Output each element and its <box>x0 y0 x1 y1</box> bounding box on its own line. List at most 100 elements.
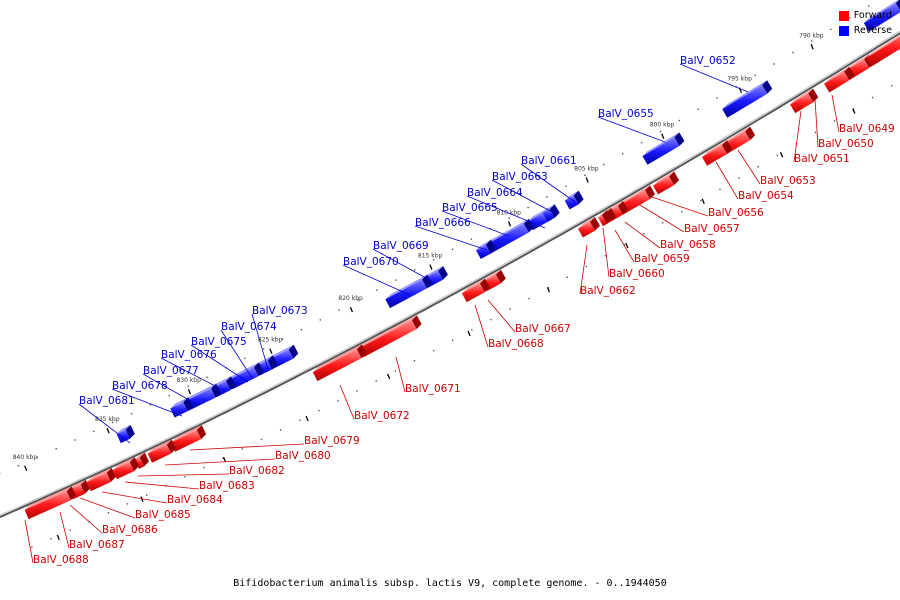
gene-BalV_0670[interactable] <box>385 274 432 309</box>
gene-BalV_0684[interactable] <box>86 467 116 492</box>
gene-label-BalV_0657[interactable]: BalV_0657 <box>639 204 740 235</box>
gene-label-BalV_0676[interactable]: BalV_0676 <box>160 349 226 392</box>
gene-label-BalV_0662[interactable]: BalV_0662 <box>579 244 636 297</box>
svg-text:BalV_0665: BalV_0665 <box>442 202 498 214</box>
gene-BalV_0672[interactable] <box>312 344 367 382</box>
gene-label-BalV_0659[interactable]: BalV_0659 <box>614 229 690 265</box>
gene-label-BalV_0665[interactable]: BalV_0665 <box>441 202 510 237</box>
gene-label-BalV_0680[interactable]: BalV_0680 <box>164 450 331 466</box>
gene-label-BalV_0679[interactable]: BalV_0679 <box>189 435 360 451</box>
gene-BalV_0688[interactable] <box>24 486 76 520</box>
genome-caption: Bifidobacterium animalis subsp. lactis V… <box>233 578 667 589</box>
gene-label-BalV_0654[interactable]: BalV_0654 <box>715 161 794 202</box>
gene-label-BalV_0681[interactable]: BalV_0681 <box>78 395 135 444</box>
gene-BalV_0679[interactable] <box>170 425 207 452</box>
minor-tick <box>471 329 473 331</box>
gene-BalV_0680[interactable] <box>147 439 177 463</box>
minor-tick <box>773 63 775 65</box>
gene-BalV_0652[interactable] <box>722 80 773 118</box>
gene-BalV_0655[interactable] <box>642 132 685 165</box>
svg-text:BalV_0656: BalV_0656 <box>708 207 764 219</box>
gene-BalV_0683[interactable] <box>112 457 139 480</box>
gene-BalV_0650[interactable] <box>824 66 855 93</box>
major-tick <box>305 415 309 422</box>
forward-swatch <box>838 10 849 21</box>
tick-label: 825 kbp <box>258 337 283 344</box>
gene-label-BalV_0682[interactable]: BalV_0682 <box>137 465 285 477</box>
minor-tick <box>891 85 893 87</box>
minor-tick <box>74 439 76 441</box>
gene-BalV_0651[interactable] <box>790 88 819 114</box>
gene-label-BalV_0670[interactable]: BalV_0670 <box>342 256 411 296</box>
gene-label-BalV_0674[interactable]: BalV_0674 <box>220 321 277 379</box>
gene-label-BalV_0655[interactable]: BalV_0655 <box>597 108 666 143</box>
gene-label-BalV_0653[interactable]: BalV_0653 <box>737 149 816 187</box>
minor-tick <box>849 17 851 19</box>
gene-label-BalV_0677[interactable]: BalV_0677 <box>142 365 199 406</box>
gene-label-BalV_0671[interactable]: BalV_0671 <box>395 356 461 395</box>
gene-label-BalV_0658[interactable]: BalV_0658 <box>624 221 716 251</box>
gene-label-BalV_0664[interactable]: BalV_0664 <box>466 187 546 229</box>
gene-BalV_0661[interactable] <box>564 190 584 210</box>
gene-BalV_0671[interactable] <box>358 315 422 358</box>
svg-text:BalV_0673: BalV_0673 <box>252 305 308 317</box>
svg-text:BalV_0670: BalV_0670 <box>343 256 399 268</box>
gene-label-BalV_0687[interactable]: BalV_0687 <box>59 511 125 551</box>
tick-label: 800 kbp <box>650 122 675 129</box>
gene-BalV_0654[interactable] <box>702 140 733 166</box>
major-tick <box>701 198 705 204</box>
gene-BalV_0656[interactable] <box>653 171 680 195</box>
gene-BalV_0664[interactable] <box>542 204 560 222</box>
gene-label-BalV_0668[interactable]: BalV_0668 <box>474 304 544 350</box>
minor-tick <box>833 120 836 122</box>
minor-tick <box>319 319 321 321</box>
svg-text:BalV_0660: BalV_0660 <box>609 268 665 280</box>
gene-edge-reverse[interactable] <box>863 0 900 32</box>
legend-item-forward: Forward <box>838 8 892 23</box>
minor-tick <box>395 279 397 281</box>
svg-text:BalV_0676: BalV_0676 <box>161 349 217 361</box>
gene-label-BalV_0651[interactable]: BalV_0651 <box>793 110 850 165</box>
minor-tick <box>451 248 454 251</box>
gene-BalV_0668[interactable] <box>461 278 490 303</box>
gene-BalV_0678[interactable] <box>170 397 193 418</box>
gene-BalV_0660[interactable] <box>597 210 612 227</box>
gene-label-BalV_0667[interactable]: BalV_0667 <box>487 299 571 335</box>
minor-tick <box>36 456 38 458</box>
gene-label-BalV_0683[interactable]: BalV_0683 <box>124 480 255 492</box>
gene-BalV_0662[interactable] <box>577 217 600 238</box>
gene-BalV_0665[interactable] <box>483 218 534 255</box>
gene-label-BalV_0678[interactable]: BalV_0678 <box>111 380 183 417</box>
gene-label-BalV_0649[interactable]: BalV_0649 <box>831 94 895 135</box>
major-tick <box>106 427 110 434</box>
minor-tick <box>814 131 817 134</box>
gene-label-BalV_0673[interactable]: BalV_0673 <box>251 305 308 370</box>
gene-label-BalV_0675[interactable]: BalV_0675 <box>190 336 249 383</box>
gene-edge-forward[interactable] <box>866 25 900 67</box>
gene-label-BalV_0686[interactable]: BalV_0686 <box>69 504 158 536</box>
minor-tick <box>867 5 870 7</box>
gene-BalV_0681[interactable] <box>116 424 135 444</box>
gene-label-BalV_0685[interactable]: BalV_0685 <box>79 497 191 521</box>
gene-label-BalV_0684[interactable]: BalV_0684 <box>101 491 223 506</box>
minor-tick <box>871 96 874 99</box>
gene-label-BalV_0660[interactable]: BalV_0660 <box>602 227 665 280</box>
tick-label: 820 kbp <box>338 295 363 302</box>
gene-label-BalV_0688[interactable]: BalV_0688 <box>24 519 89 566</box>
gene-label-BalV_0652[interactable]: BalV_0652 <box>679 55 749 93</box>
svg-text:BalV_0687: BalV_0687 <box>69 539 125 551</box>
minor-tick <box>622 152 624 155</box>
gene-label-BalV_0650[interactable]: BalV_0650 <box>814 98 874 150</box>
gene-label-BalV_0666[interactable]: BalV_0666 <box>414 217 488 251</box>
gene-label-BalV_0663[interactable]: BalV_0663 <box>491 171 557 215</box>
gene-label-BalV_0661[interactable]: BalV_0661 <box>520 155 577 203</box>
gene-BalV_0675[interactable] <box>227 362 264 390</box>
minor-tick <box>17 464 20 467</box>
gene-BalV_0682[interactable] <box>134 452 149 469</box>
gene-label-BalV_0672[interactable]: BalV_0672 <box>339 384 410 422</box>
minor-tick <box>338 309 340 311</box>
gene-label-BalV_0669[interactable]: BalV_0669 <box>372 240 436 284</box>
gene-label-BalV_0656[interactable]: BalV_0656 <box>651 196 764 219</box>
minor-tick <box>585 265 588 268</box>
